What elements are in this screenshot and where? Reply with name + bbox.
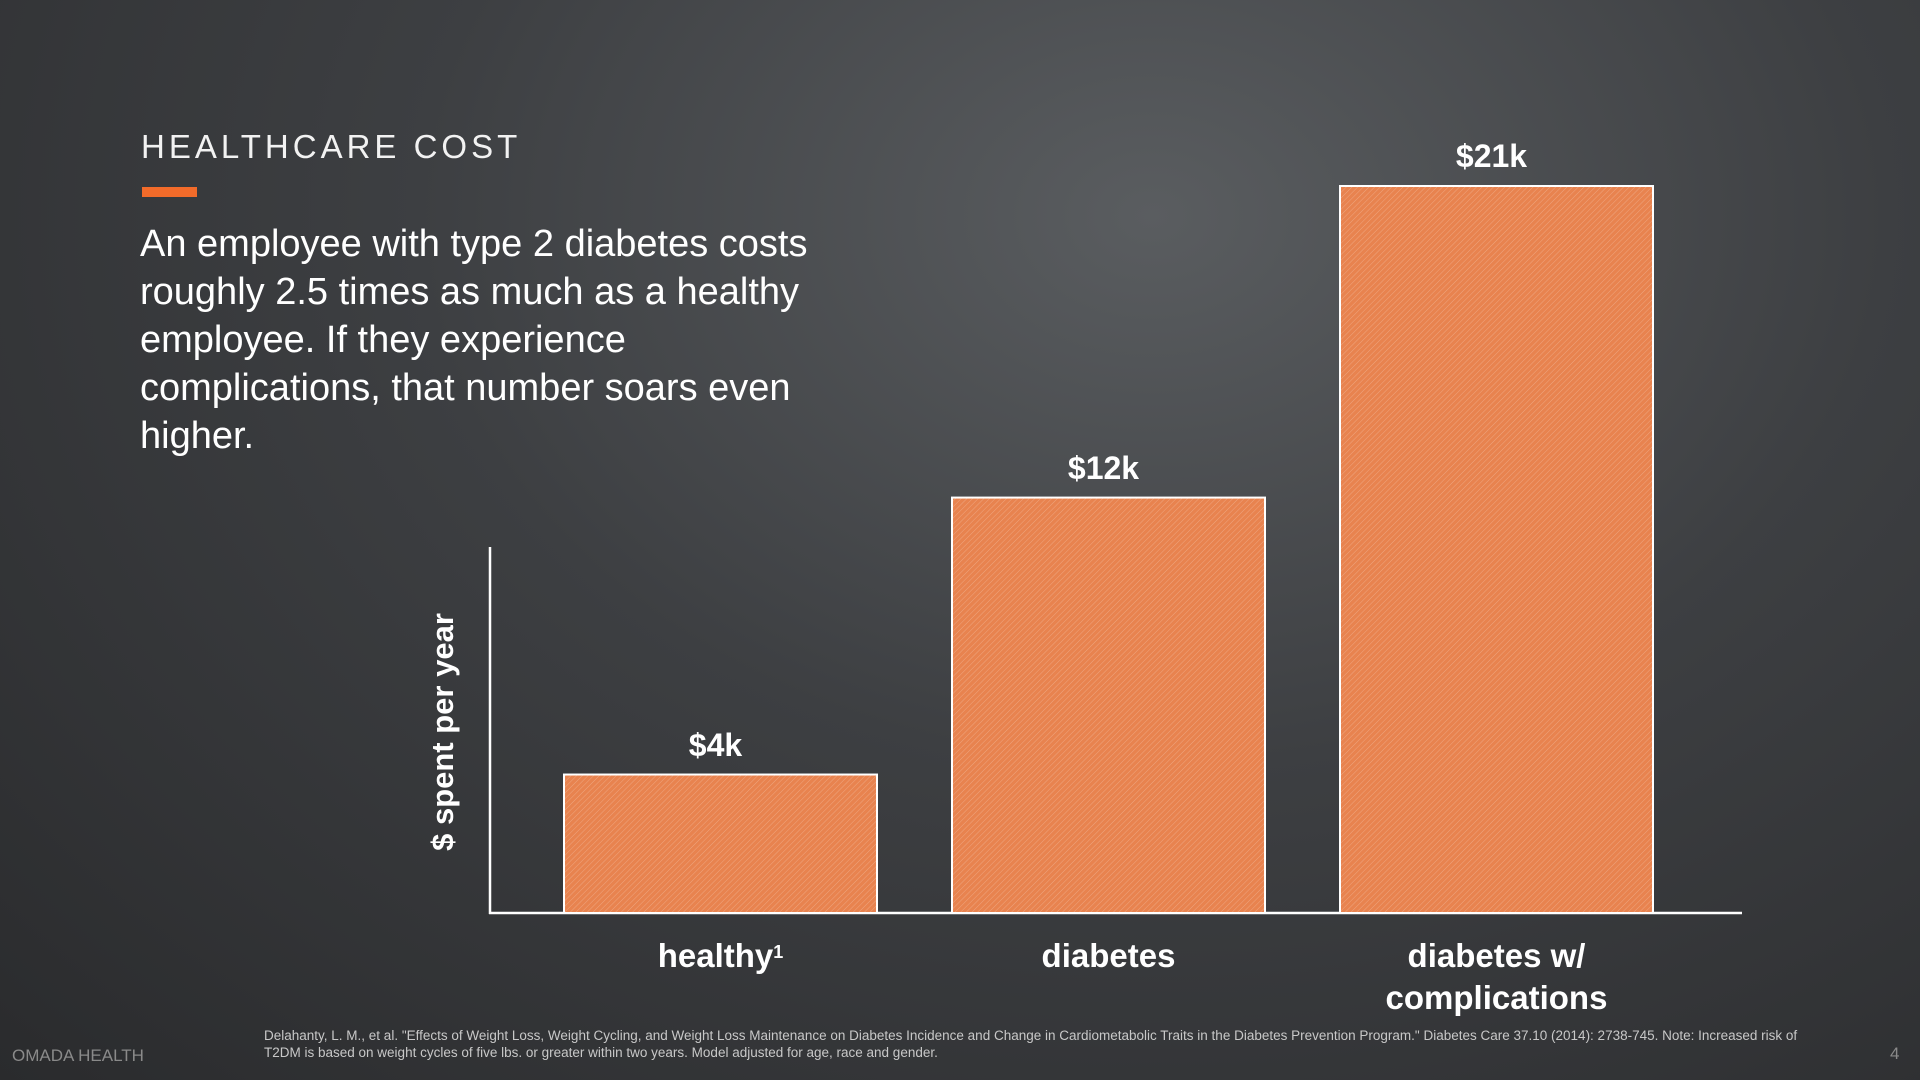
x-tick-label-box: healthy1 xyxy=(551,935,891,977)
x-tick-label: healthy xyxy=(657,937,774,974)
brand: OMADA HEALTH xyxy=(12,1046,144,1065)
x-tick-label-box: diabetes xyxy=(939,935,1279,977)
x-tick-label: diabetes w/ complications xyxy=(1385,937,1608,1016)
slide-title: HEALTHCARE COST xyxy=(141,128,522,165)
accent-rule xyxy=(142,187,197,197)
x-tick-label: diabetes xyxy=(1041,937,1176,974)
page-number: 4 xyxy=(1890,1044,1900,1063)
value-label: $4k xyxy=(688,726,743,763)
value-label: $12k xyxy=(1067,449,1140,486)
body-text: An employee with type 2 diabetes costs r… xyxy=(140,223,808,457)
footnote: Delahanty, L. M., et al. "Effects of Wei… xyxy=(264,1028,1798,1060)
bar-hatch xyxy=(952,497,1265,913)
value-label: $21k xyxy=(1455,138,1528,174)
footnote-marker: 1 xyxy=(773,942,784,962)
bar-hatch xyxy=(564,774,877,913)
x-tick-label-box: diabetes w/ complications xyxy=(1327,935,1667,1019)
y-axis-label: $ spent per year xyxy=(425,613,460,851)
bar-hatch xyxy=(1340,186,1653,913)
